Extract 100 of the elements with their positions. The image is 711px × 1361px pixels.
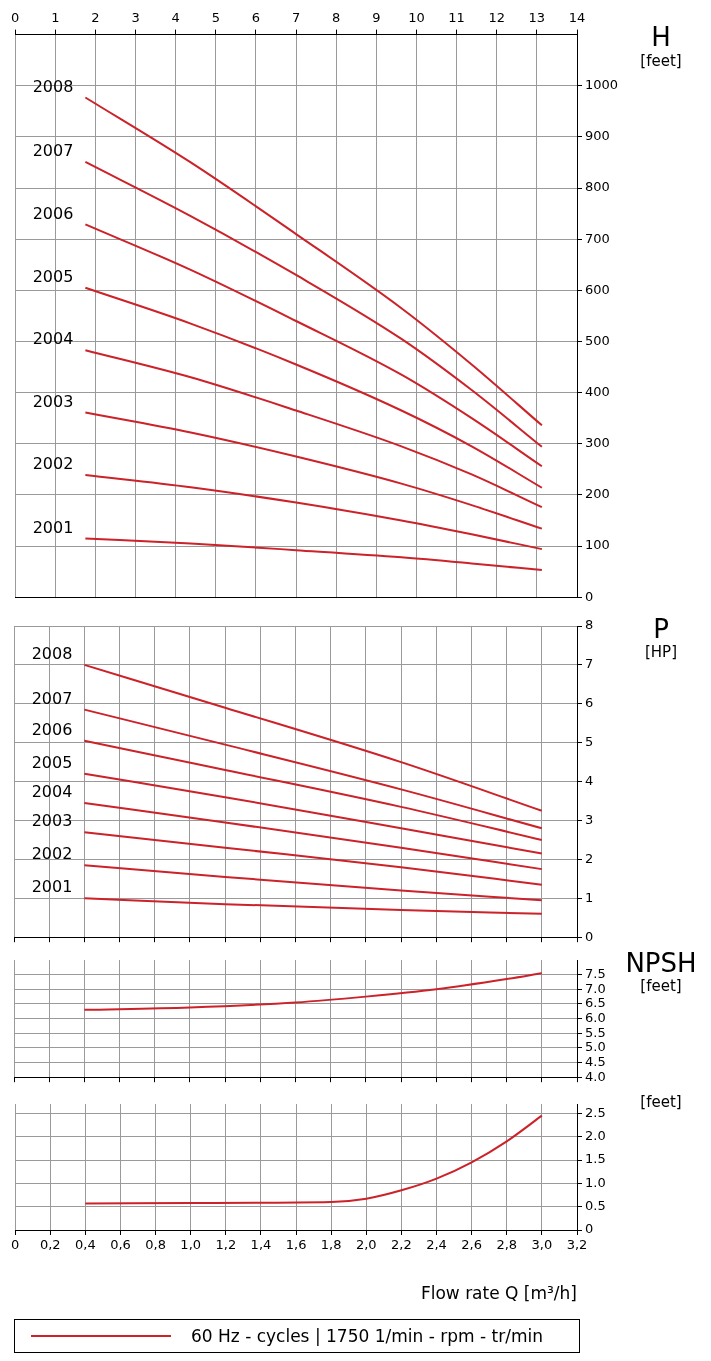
- y-tick-label: 1.5: [585, 1151, 606, 1167]
- series-label: 2008: [32, 76, 74, 96]
- series-label: 2002: [32, 454, 74, 474]
- x2-tick-label: 10: [408, 10, 425, 26]
- line-series: [83, 864, 543, 902]
- y-tick-label: 5: [585, 734, 594, 750]
- y-tick-label: 6.0: [585, 1009, 606, 1025]
- y-axis-title: NPSH [feet]: [625, 947, 697, 996]
- x-tick-label: 1,6: [285, 1237, 307, 1253]
- y-tick-label: 7.5: [585, 966, 606, 982]
- y-tick-label: 900: [585, 128, 610, 144]
- y-tick-label: 1.0: [585, 1174, 606, 1190]
- x-tick-label: 2,8: [496, 1237, 518, 1253]
- y-tick-label: 300: [585, 435, 610, 451]
- x-tick-label: 1,8: [320, 1237, 342, 1253]
- y-axis-title: [feet]: [640, 1093, 682, 1112]
- x-tick-label: 2,4: [426, 1237, 447, 1253]
- series-label: 2006: [32, 203, 74, 223]
- series-label: 2002: [31, 844, 73, 864]
- y-tick-label: 7: [585, 656, 594, 672]
- x2-tick-label: 3: [131, 10, 140, 26]
- y-tick-label: 3: [585, 811, 594, 827]
- line-series: [84, 160, 543, 448]
- line-series: [83, 972, 543, 1011]
- text: 60 Hz - cycles | 1750 1/min - rpm - tr/min: [191, 1326, 543, 1346]
- series-label: 2008: [31, 644, 73, 664]
- x-tick-label: 1,4: [250, 1237, 272, 1253]
- x2-tick-label: 11: [448, 10, 465, 26]
- x2-tick-label: 5: [211, 10, 220, 26]
- x2-tick-label: 14: [568, 10, 586, 26]
- series-label: 2001: [32, 517, 74, 537]
- line-series: [83, 772, 543, 855]
- line-series: [83, 708, 543, 830]
- y-tick-label: 0: [585, 1221, 594, 1237]
- x-axis-title: Flow rate Q [m³/h]: [420, 1283, 577, 1304]
- y-axis-title: H [feet]: [640, 22, 682, 70]
- line-series: [84, 411, 543, 530]
- x2-tick-label: 2: [91, 10, 100, 26]
- y-tick-label: 0: [585, 588, 594, 604]
- x-tick-label: 0,2: [39, 1237, 61, 1253]
- y-tick-label: 4.5: [585, 1053, 606, 1069]
- y-tick-label: 1000: [585, 77, 619, 93]
- y-tick-label: 0.5: [585, 1198, 606, 1214]
- x-tick-label: 3,0: [531, 1237, 553, 1253]
- x2-tick-label: 4: [171, 10, 180, 26]
- y-tick-label: 2.0: [585, 1128, 606, 1144]
- x-tick-label: 0,4: [75, 1237, 96, 1253]
- x-tick-label: 0,8: [145, 1237, 166, 1253]
- series-label: 2004: [32, 329, 74, 349]
- y-tick-label: 2.5: [585, 1104, 606, 1120]
- line-series: [84, 349, 543, 509]
- y-tick-label: 6.5: [585, 995, 606, 1011]
- line-series: [83, 897, 543, 915]
- y-tick-label: 2: [585, 850, 594, 866]
- series-label: 2007: [31, 688, 73, 708]
- series-label: 2001: [31, 877, 73, 897]
- series-label: 2007: [32, 141, 74, 161]
- x2-tick-label: 12: [488, 10, 506, 26]
- y-tick-label: 6: [585, 695, 594, 711]
- y-tick-label: 7.0: [585, 980, 606, 996]
- line-series: [84, 96, 543, 427]
- x-tick-label: 0: [10, 1237, 20, 1253]
- y-tick-label: 5.5: [585, 1024, 606, 1040]
- series-label: 2003: [32, 391, 74, 411]
- y-tick-label: 600: [585, 281, 610, 297]
- series-label: 2004: [31, 782, 73, 802]
- line-series: [84, 1114, 543, 1205]
- line-series: [83, 831, 543, 886]
- line-series: [84, 537, 543, 572]
- y-tick-label: 1: [585, 889, 594, 905]
- line-series: [83, 739, 543, 841]
- line-series: [83, 802, 543, 871]
- line-series: [84, 473, 543, 551]
- x-tick-label: 2,0: [355, 1237, 377, 1253]
- y-axis-title: P [HP]: [644, 613, 678, 662]
- x-tick-label: 1,2: [215, 1237, 237, 1253]
- y-tick-label: 700: [585, 230, 610, 246]
- y-tick-label: 0: [585, 928, 594, 944]
- x2-tick-label: 7: [291, 10, 301, 26]
- y-tick-label: 4.0: [585, 1068, 606, 1084]
- y-tick-label: 800: [585, 179, 610, 195]
- x-tick-label: 1,0: [180, 1237, 202, 1253]
- y-tick-label: 500: [585, 332, 610, 348]
- line-series: [84, 223, 543, 468]
- x2-tick-label: 0: [10, 10, 20, 26]
- x2-tick-label: 13: [528, 10, 546, 26]
- x-tick-label: 2,6: [461, 1237, 482, 1253]
- y-tick-label: 8: [585, 617, 594, 633]
- line-series: [83, 663, 543, 812]
- series-label: 2005: [31, 752, 73, 772]
- x-tick-label: 0,6: [110, 1237, 131, 1253]
- x2-tick-label: 1: [51, 10, 60, 26]
- series-label: 2003: [31, 811, 73, 831]
- x2-tick-label: 6: [251, 10, 261, 26]
- series-label: 2006: [31, 719, 73, 739]
- y-tick-label: 200: [585, 486, 610, 502]
- x2-tick-label: 8: [332, 10, 341, 26]
- y-tick-label: 100: [585, 537, 610, 553]
- x-tick-label: 2,2: [391, 1237, 412, 1253]
- y-tick-label: 5.0: [585, 1039, 606, 1055]
